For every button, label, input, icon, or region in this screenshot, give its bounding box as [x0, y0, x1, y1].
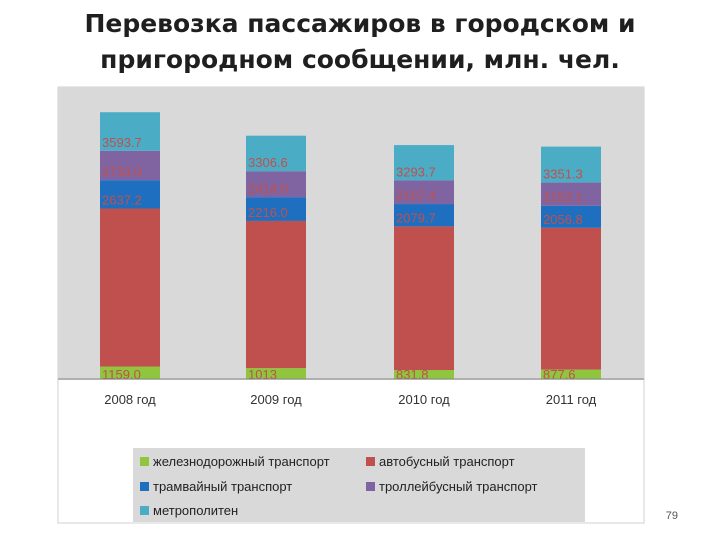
data-label: 13377.8: [396, 298, 443, 313]
bar-segment: [246, 171, 306, 198]
page-number: 79: [665, 510, 678, 522]
bar-segment: [394, 370, 454, 379]
bar-segment: [100, 180, 160, 209]
legend-swatch: [366, 482, 375, 491]
bar-segment: [541, 182, 601, 206]
data-label: 2079.7: [396, 210, 436, 225]
data-label: 2152.1: [543, 190, 583, 205]
x-tick-label: 2010 год: [398, 392, 450, 407]
bar-segment: [541, 369, 601, 379]
data-label: 2414.0: [248, 181, 288, 196]
legend-swatch: [140, 506, 149, 515]
x-tick-label: 2008 год: [104, 392, 156, 407]
data-label: 13704.4: [248, 294, 295, 309]
bar-segment: [394, 180, 454, 205]
data-label: 1013: [248, 367, 277, 382]
legend-label: троллейбусный транспорт: [379, 479, 538, 494]
data-label: 3593.7: [102, 135, 142, 150]
bar-segment: [100, 208, 160, 367]
data-label: 14717.8: [102, 288, 149, 303]
legend-label: трамвайный транспорт: [153, 479, 292, 494]
chart-title-line-2: пригородном сообщении, млн. чел.: [100, 45, 620, 74]
data-label: 2197.4: [396, 188, 436, 203]
legend-label: автобусный транспорт: [379, 454, 515, 469]
legend-label: метрополитен: [153, 503, 238, 518]
bar-segment: [100, 112, 160, 151]
legend-box: [133, 448, 585, 522]
bar-segment: [541, 146, 601, 183]
bar-segment: [100, 366, 160, 379]
data-label: 2216.0: [248, 205, 288, 220]
chart-title-line-1: Перевозка пассажиров в городском и: [84, 9, 636, 38]
bar-segment: [246, 220, 306, 369]
data-label: 3306.6: [248, 155, 288, 170]
x-tick-label: 2009 год: [250, 392, 302, 407]
bar-segment: [394, 145, 454, 181]
data-label: 831.8: [396, 367, 429, 382]
data-label: 3351.3: [543, 167, 583, 182]
data-label: 3293.7: [396, 164, 436, 179]
bar-segment: [246, 368, 306, 379]
chart-title: Перевозка пассажиров в городском и приго…: [40, 6, 680, 78]
data-label: 2733.0: [102, 164, 142, 179]
x-tick-label: 2011 год: [546, 392, 597, 407]
bar-segment: [246, 135, 306, 172]
bar-segment: [246, 197, 306, 221]
bar-segment: [100, 150, 160, 181]
data-label: 13201.5: [543, 298, 590, 313]
legend-label: железнодорожный транспорт: [153, 454, 330, 469]
data-label: 2637.2: [102, 192, 142, 207]
bar-segment: [541, 205, 601, 228]
data-label: 2056.8: [543, 212, 583, 227]
bar-segment: [394, 204, 454, 227]
legend-swatch: [366, 457, 375, 466]
bar-segment: [541, 227, 601, 370]
bar-segment: [394, 226, 454, 371]
data-label: 1159.0: [102, 367, 141, 382]
legend-swatch: [140, 457, 149, 466]
legend-swatch: [140, 482, 149, 491]
data-label: 877.6: [543, 367, 576, 382]
